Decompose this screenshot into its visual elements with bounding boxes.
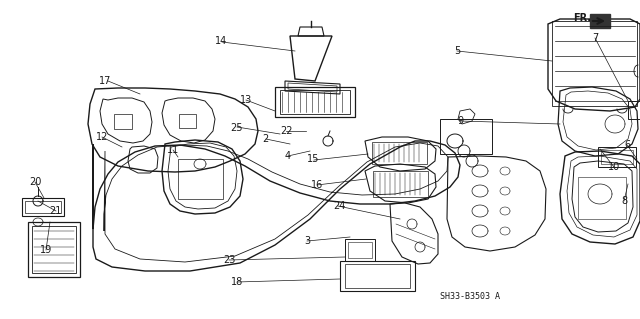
- Bar: [340, 261, 415, 291]
- Bar: [628, 101, 640, 119]
- Text: 18: 18: [230, 277, 243, 287]
- Text: 15: 15: [307, 154, 320, 165]
- Bar: [345, 264, 410, 288]
- Text: 14: 14: [214, 36, 227, 47]
- Bar: [25, 201, 61, 213]
- Bar: [280, 90, 350, 114]
- Bar: [28, 222, 80, 277]
- Text: 3: 3: [304, 236, 310, 246]
- Text: 13: 13: [240, 95, 253, 106]
- Bar: [348, 242, 372, 258]
- Bar: [178, 159, 223, 199]
- Bar: [601, 150, 633, 164]
- Text: FR.: FR.: [573, 12, 591, 23]
- Text: 5: 5: [454, 46, 461, 56]
- Text: 11: 11: [166, 145, 179, 155]
- Bar: [114, 114, 132, 129]
- Text: 21: 21: [49, 205, 62, 216]
- Bar: [275, 87, 355, 117]
- Bar: [22, 198, 64, 216]
- Text: 10: 10: [608, 162, 621, 173]
- Text: 6: 6: [624, 140, 630, 150]
- Text: 22: 22: [280, 126, 293, 136]
- Text: SH33-B3503 A: SH33-B3503 A: [440, 293, 500, 301]
- Bar: [179, 114, 196, 128]
- Bar: [372, 142, 427, 164]
- Text: 20: 20: [29, 177, 42, 187]
- Text: 7: 7: [592, 33, 598, 43]
- Text: 19: 19: [40, 245, 52, 256]
- Text: 4: 4: [285, 151, 291, 161]
- Text: 16: 16: [311, 180, 324, 190]
- Bar: [32, 226, 76, 273]
- Bar: [440, 119, 492, 154]
- Text: 2: 2: [262, 134, 269, 144]
- Bar: [373, 171, 428, 197]
- Text: 8: 8: [621, 196, 627, 206]
- Text: 23: 23: [223, 255, 236, 265]
- Bar: [578, 177, 626, 219]
- Bar: [552, 21, 637, 106]
- Text: 17: 17: [99, 76, 112, 86]
- Text: 9: 9: [458, 116, 464, 126]
- Bar: [345, 239, 375, 261]
- Text: 25: 25: [230, 122, 243, 133]
- Text: 24: 24: [333, 201, 346, 211]
- Text: 12: 12: [96, 132, 109, 142]
- Bar: [598, 147, 636, 167]
- Polygon shape: [590, 14, 610, 28]
